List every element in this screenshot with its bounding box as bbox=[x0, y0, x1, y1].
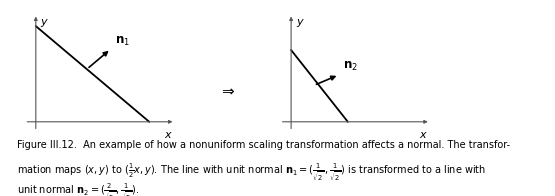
Text: $x$: $x$ bbox=[164, 130, 173, 140]
Text: $y$: $y$ bbox=[296, 16, 305, 29]
Text: $\Rightarrow$: $\Rightarrow$ bbox=[219, 83, 236, 98]
Text: Figure III.12.  An example of how a nonuniform scaling transformation affects a : Figure III.12. An example of how a nonun… bbox=[17, 140, 510, 150]
Text: $\mathbf{n}_2$: $\mathbf{n}_2$ bbox=[342, 60, 357, 73]
Text: $\mathbf{n}_1$: $\mathbf{n}_1$ bbox=[115, 35, 130, 48]
Text: $x$: $x$ bbox=[420, 130, 428, 140]
Text: mation maps $(x, y)$ to $(\frac{1}{2}x, y)$. The line with unit normal $\mathbf{: mation maps $(x, y)$ to $(\frac{1}{2}x, … bbox=[17, 161, 486, 183]
Text: unit normal $\mathbf{n}_2 = (\frac{2}{\sqrt{5}}, \frac{1}{\sqrt{5}})$.: unit normal $\mathbf{n}_2 = (\frac{2}{\s… bbox=[17, 181, 139, 196]
Text: $y$: $y$ bbox=[41, 16, 49, 29]
